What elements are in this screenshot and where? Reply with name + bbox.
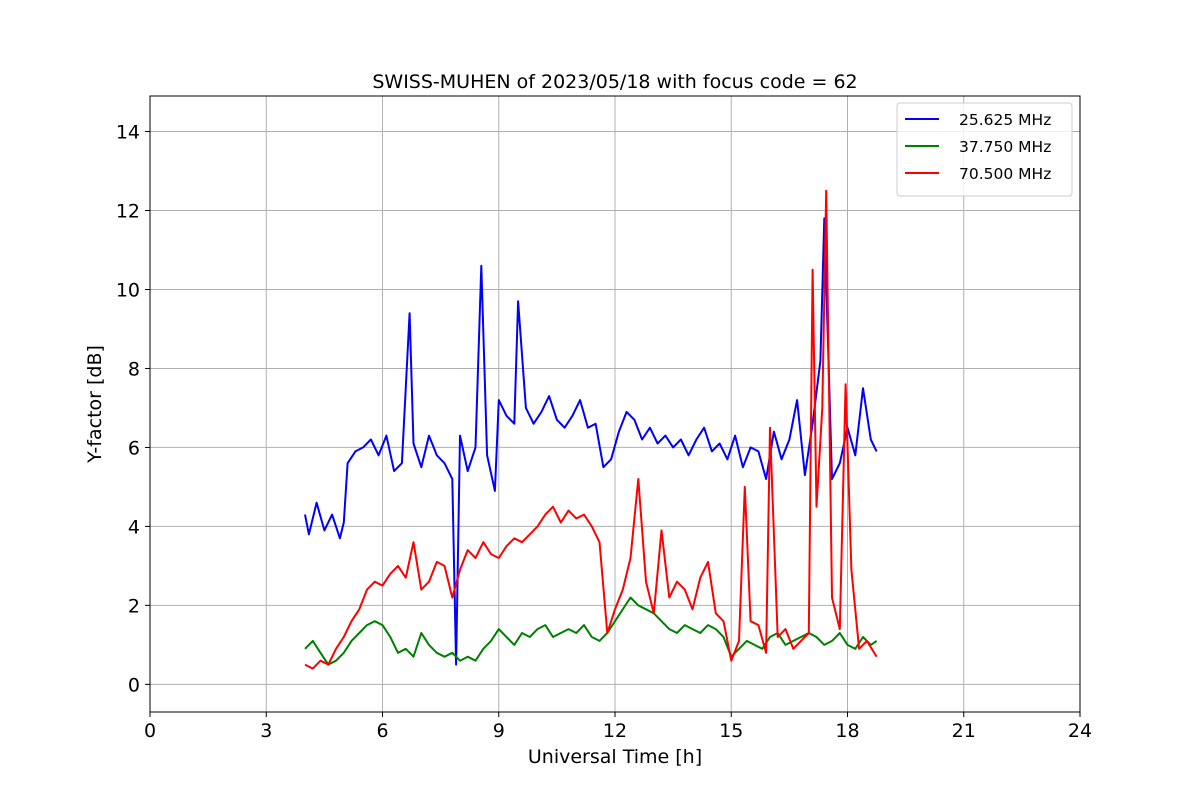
x-tick-label: 3	[260, 720, 272, 742]
y-tick-label: 0	[128, 674, 140, 696]
y-axis-label: Y-factor [dB]	[84, 345, 106, 464]
y-tick-label: 8	[128, 358, 140, 380]
series-line-1	[304, 596, 878, 666]
chart-title: SWISS-MUHEN of 2023/05/18 with focus cod…	[372, 71, 857, 93]
series-line-0	[304, 217, 878, 666]
y-tick-label: 4	[128, 516, 140, 538]
x-tick-label: 24	[1068, 720, 1092, 742]
legend-label: 70.500 MHz	[959, 165, 1051, 183]
legend-box	[896, 102, 1073, 197]
legend-label: 25.625 MHz	[959, 111, 1051, 129]
legend-label: 37.750 MHz	[959, 138, 1051, 156]
x-tick-label: 6	[376, 720, 388, 742]
y-tick-label: 10	[116, 279, 140, 301]
y-tick-label: 12	[116, 201, 140, 223]
x-tick-label: 0	[144, 720, 156, 742]
x-tick-label: 18	[835, 720, 859, 742]
y-tick-label: 6	[128, 437, 140, 459]
y-tick-label: 14	[116, 122, 140, 144]
x-tick-label: 12	[603, 720, 627, 742]
y-tick-label: 2	[128, 595, 140, 617]
x-tick-label: 21	[952, 720, 976, 742]
series-line-2	[304, 189, 878, 670]
series-layer	[304, 189, 878, 670]
x-axis-label: Universal Time [h]	[528, 746, 702, 768]
legend: 25.625 MHz 37.750 MHz 70.500 MHz	[896, 102, 1073, 197]
x-tick-label: 15	[719, 720, 743, 742]
x-tick-label: 9	[493, 720, 505, 742]
